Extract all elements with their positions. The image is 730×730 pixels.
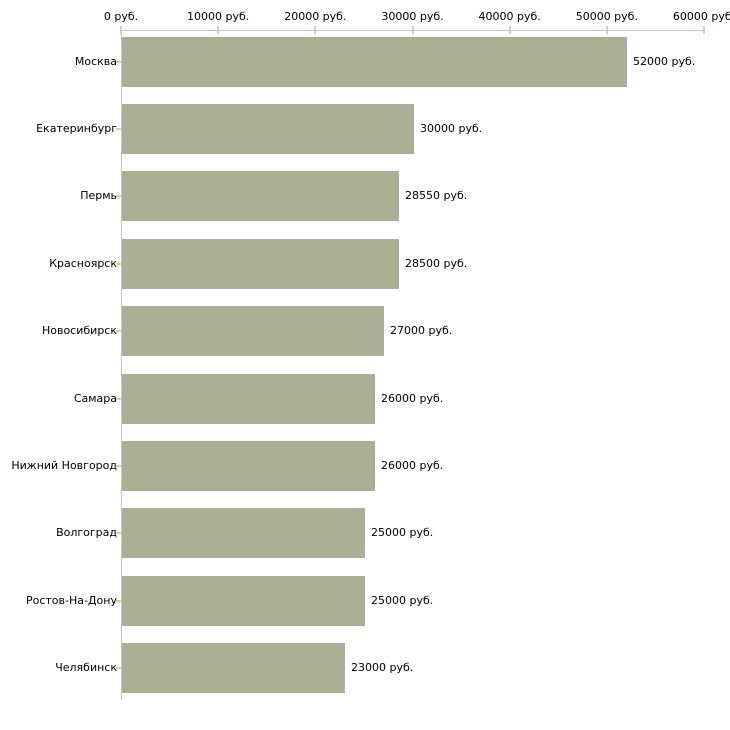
- bar: [122, 36, 627, 87]
- value-label: 28500 руб.: [405, 256, 468, 270]
- bar: [122, 508, 365, 559]
- category-tick: [116, 195, 121, 198]
- category-tick: [116, 262, 121, 265]
- bar: [122, 440, 375, 491]
- x-tick: [314, 26, 317, 34]
- category-tick: [116, 330, 121, 333]
- value-label: 25000 руб.: [371, 593, 434, 607]
- category-label: Москва: [74, 54, 117, 68]
- category-label: Красноярск: [49, 256, 117, 270]
- x-tick: [508, 26, 511, 34]
- category-tick: [116, 60, 121, 63]
- x-tick: [703, 26, 705, 34]
- category-tick: [116, 464, 121, 467]
- value-label: 27000 руб.: [390, 324, 453, 338]
- x-tick-label: 30000 руб.: [381, 10, 444, 23]
- bar: [122, 238, 399, 289]
- x-tick-label: 60000 руб.: [672, 10, 730, 23]
- value-label: 25000 руб.: [371, 526, 434, 540]
- x-tick: [120, 26, 122, 34]
- value-label: 30000 руб.: [420, 121, 483, 135]
- category-tick: [116, 599, 121, 602]
- value-label: 26000 руб.: [381, 458, 444, 472]
- category-label: Челябинск: [55, 661, 117, 675]
- category-label: Волгоград: [56, 526, 117, 540]
- category-tick: [116, 532, 121, 535]
- category-tick: [116, 667, 121, 670]
- category-tick: [116, 397, 121, 400]
- category-label: Нижний Новгород: [11, 458, 117, 472]
- category-label: Екатеринбург: [36, 121, 117, 135]
- bar: [122, 306, 384, 357]
- bar: [122, 575, 365, 626]
- x-tick-label: 40000 руб.: [478, 10, 541, 23]
- category-label: Новосибирск: [41, 324, 117, 338]
- y-axis-line: [121, 30, 122, 700]
- x-tick: [411, 26, 414, 34]
- category-label: Ростов-На-Дону: [25, 593, 117, 607]
- category-tick: [116, 127, 121, 130]
- category-label: Пермь: [80, 189, 117, 203]
- bar: [122, 373, 375, 424]
- bar: [122, 171, 399, 222]
- bar: [122, 643, 345, 694]
- x-tick-label: 50000 руб.: [575, 10, 638, 23]
- value-label: 23000 руб.: [351, 661, 414, 675]
- x-tick-label: 10000 руб.: [187, 10, 250, 23]
- value-label: 28550 руб.: [405, 189, 468, 203]
- category-label: Самара: [73, 391, 117, 405]
- x-tick-label: 20000 руб.: [284, 10, 347, 23]
- x-tick: [605, 26, 608, 34]
- x-tick-label: 0 руб.: [103, 10, 139, 23]
- x-tick: [217, 26, 220, 34]
- value-label: 52000 руб.: [633, 54, 696, 68]
- bar: [122, 103, 414, 154]
- value-label: 26000 руб.: [381, 391, 444, 405]
